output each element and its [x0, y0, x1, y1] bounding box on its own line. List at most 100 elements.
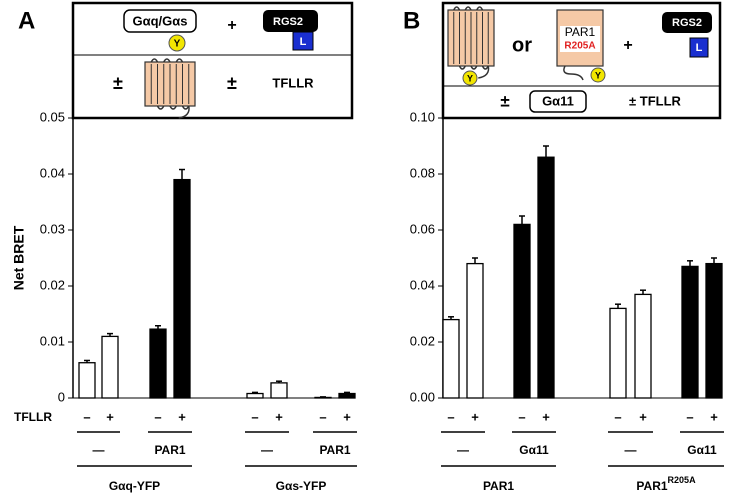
agonist-label: ± TFLLR	[629, 93, 682, 108]
schematic-frame	[441, 1, 722, 120]
y-tick-label: 0.10	[410, 109, 435, 124]
y-axis-label: Net BRET	[11, 225, 27, 290]
schematic-a: Gαq/Gαs Y + RGS2 L ± ± TFLLR	[71, 1, 354, 120]
receptor-tail	[178, 105, 190, 119]
schematic-b: Y or PAR1 R205A Y + RGS2 L ± Gα11 ± TFLL…	[441, 1, 722, 120]
yfp-icon	[590, 67, 606, 83]
g-protein-label: Gαq/Gαs	[133, 13, 188, 28]
sample-label: PAR1	[483, 479, 514, 493]
g-protein-box	[529, 90, 587, 113]
bar	[78, 362, 96, 399]
receptor-tail	[478, 65, 490, 79]
x-tick-label: –	[686, 409, 693, 424]
rgs-label: RGS2	[273, 16, 303, 28]
loop	[163, 58, 171, 63]
mutant-name: PAR1	[565, 25, 596, 39]
y-tick-label: 0.00	[410, 389, 435, 404]
y-tick-label: 0.06	[410, 221, 435, 236]
luc-label: L	[696, 42, 703, 54]
x-tick-label: +	[542, 409, 550, 424]
plus-minus: ±	[500, 91, 509, 110]
bar	[149, 328, 167, 399]
x-tick-label: +	[710, 409, 718, 424]
yfp-label: Y	[467, 73, 473, 83]
sample-label: PAR1R205A	[636, 475, 696, 493]
y-tick-label: 0.04	[40, 165, 65, 180]
y-tick-label: 0	[58, 389, 65, 404]
bar	[634, 293, 652, 399]
yfp-label: Y	[174, 39, 181, 50]
condition-label: —	[261, 443, 273, 457]
sample-name: Gαs-YFP	[276, 479, 327, 493]
receptor-icon	[447, 6, 495, 79]
bar	[513, 223, 531, 399]
bar	[338, 392, 356, 399]
bar	[466, 262, 484, 399]
loop	[175, 58, 184, 63]
condition-label: —	[93, 443, 105, 457]
x-tick-label: –	[319, 409, 326, 424]
bar	[537, 156, 555, 399]
bar	[270, 382, 288, 399]
loop	[156, 105, 165, 110]
schematic-frame	[71, 1, 354, 120]
plus: +	[227, 17, 236, 34]
loop	[453, 6, 461, 11]
x-tick-label: –	[154, 409, 161, 424]
row-label: TFLLR	[14, 410, 52, 424]
agonist-label: TFLLR	[272, 75, 314, 90]
x-tick-label: –	[614, 409, 621, 424]
sample-label: Gαs-YFP	[276, 479, 327, 493]
bar	[314, 396, 332, 399]
bar	[681, 265, 699, 399]
plus-minus: ±	[113, 73, 123, 93]
sample-superscript: R205A	[668, 475, 697, 485]
y-tick-label: 0.02	[410, 333, 435, 348]
y-tick-label: 0.01	[40, 333, 65, 348]
x-tick-label: +	[106, 409, 114, 424]
y-tick-label: 0.08	[410, 165, 435, 180]
x-tick-label: –	[251, 409, 258, 424]
bar	[609, 307, 627, 399]
rgs-label: RGS2	[672, 17, 702, 29]
loop	[458, 65, 466, 70]
x-tick-label: +	[471, 409, 479, 424]
x-tick-label: +	[275, 409, 283, 424]
panel-label: A	[18, 7, 35, 34]
loop	[470, 65, 478, 70]
sample-name: Gαq-YFP	[109, 479, 160, 493]
x-tick-label: –	[518, 409, 525, 424]
condition-label: —	[625, 443, 637, 457]
plus: +	[623, 37, 632, 54]
sample-name: PAR1	[483, 479, 514, 493]
loop	[169, 105, 177, 110]
bar	[173, 178, 191, 399]
condition-label: —	[457, 443, 469, 457]
yfp-icon	[462, 70, 478, 86]
sample-name: PAR1	[636, 479, 667, 493]
yfp-label: Y	[595, 70, 601, 80]
g-protein-box	[123, 9, 197, 33]
y-tick-label: 0.03	[40, 221, 65, 236]
x-tick-label: –	[83, 409, 90, 424]
g-protein-label: Gα11	[542, 93, 574, 108]
receptor-tail	[563, 65, 584, 81]
loop	[150, 58, 159, 63]
receptor-icon	[144, 58, 196, 119]
x-tick-label: +	[178, 409, 186, 424]
luc-box	[689, 37, 709, 58]
rgs-box	[662, 12, 712, 33]
condition-label: PAR1	[319, 443, 350, 457]
condition-label: Gα11	[519, 443, 549, 457]
bar	[246, 392, 264, 399]
mutant-label: R205A	[564, 41, 595, 52]
yfp-icon	[168, 34, 186, 52]
condition-label: Gα11	[687, 443, 717, 457]
plus-minus: ±	[227, 73, 237, 93]
x-tick-label: –	[447, 409, 454, 424]
x-tick-label: +	[343, 409, 351, 424]
y-tick-label: 0.04	[410, 277, 435, 292]
panel-label: B	[403, 7, 420, 34]
loop	[464, 6, 472, 11]
y-tick-label: 0.05	[40, 109, 65, 124]
